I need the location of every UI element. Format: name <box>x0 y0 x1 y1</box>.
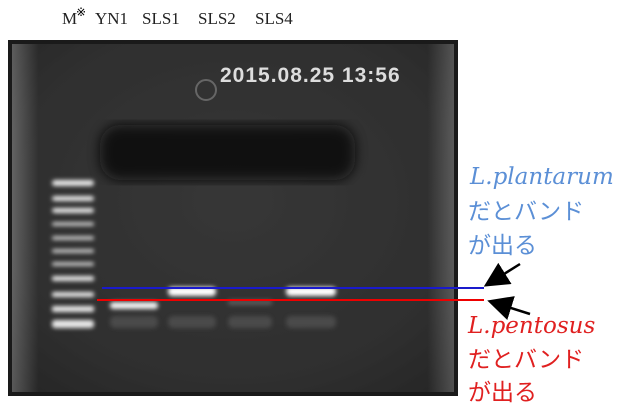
arrow <box>488 264 520 284</box>
lane-label: SLS2 <box>198 9 236 28</box>
figure: M ※ YN1 SLS1 SLS2 SLS4 <box>0 0 627 406</box>
annotation-line: が出る <box>468 380 537 406</box>
species: L.pentosus <box>467 313 595 339</box>
species: L.plantarum <box>469 164 614 190</box>
annotation-line: が出る <box>468 233 537 259</box>
lane-label: SLS1 <box>142 9 180 28</box>
annotation-line: だとバンド <box>468 199 584 225</box>
lane-label: SLS4 <box>255 9 293 28</box>
timestamp: 2015.08.25 13:56 <box>220 64 401 87</box>
lane-label: M <box>62 9 77 28</box>
annotation-line: だとバンド <box>468 347 584 373</box>
gel-image <box>8 40 458 396</box>
marker-symbol: ※ <box>76 5 86 19</box>
lane-label: YN1 <box>95 9 128 28</box>
